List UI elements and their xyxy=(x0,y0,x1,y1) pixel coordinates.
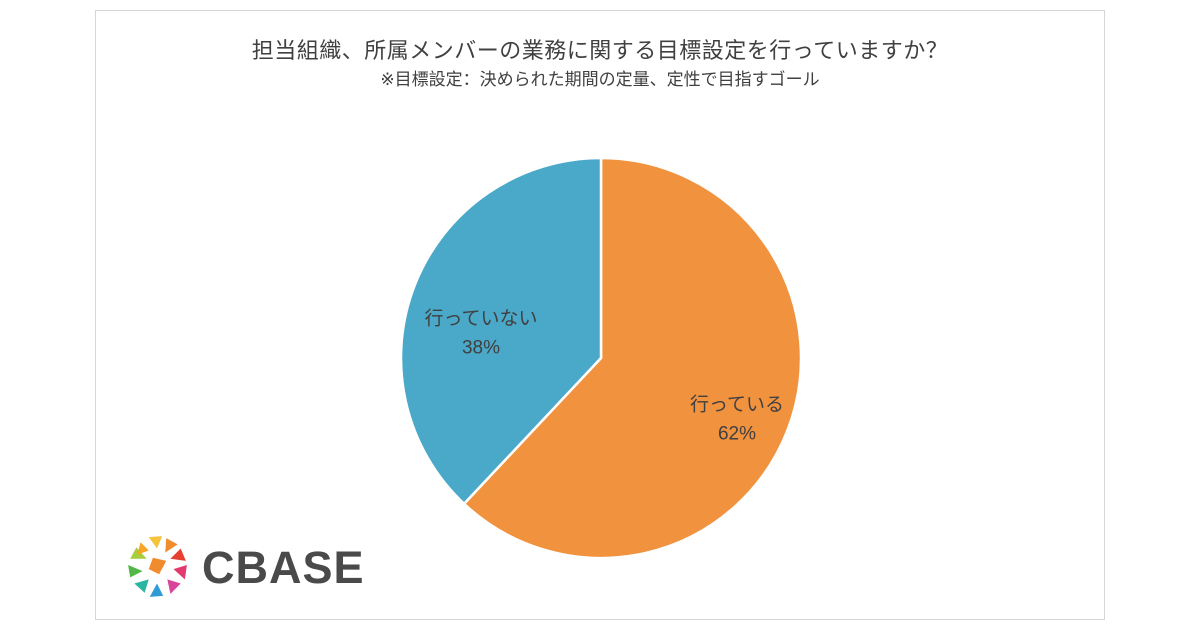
pie-slice xyxy=(399,156,603,506)
pie-label-not-doing-text: 行っていない xyxy=(424,308,538,330)
pie-label-doing-value: 62% xyxy=(717,424,757,445)
pie-label-doing-text: 行っている xyxy=(689,394,785,416)
pie-chart xyxy=(399,156,803,560)
pie-label-not-doing: 行っていない 38% xyxy=(424,305,537,364)
logo-text: CBASE xyxy=(202,541,365,593)
logo: CBASE xyxy=(124,534,365,600)
chart-subtitle: ※目標設定：決められた期間の定量、定性で目指すゴール xyxy=(380,70,820,89)
chart-title: 担当組織、所属メンバーの業務に関する目標設定を行っていますか？ xyxy=(251,38,949,63)
cbase-logo-icon xyxy=(128,536,187,597)
pie-label-not-doing-value: 38% xyxy=(461,338,501,359)
pie-slice xyxy=(462,156,803,560)
pie-label-doing: 行っている 62% xyxy=(690,391,784,450)
chart-panel: 担当組織、所属メンバーの業務に関する目標設定を行っていますか？ ※目標設定：決め… xyxy=(95,10,1105,620)
